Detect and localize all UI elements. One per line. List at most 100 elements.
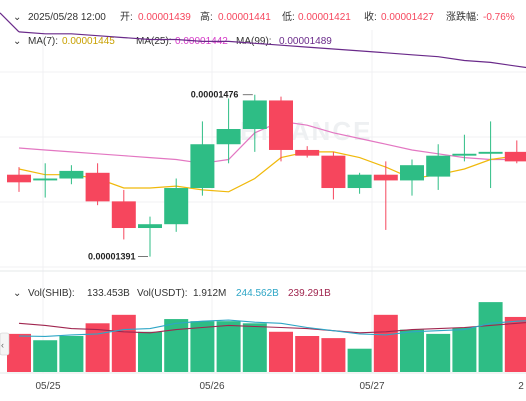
volume-bar-7 — [190, 321, 215, 372]
change-value: -0.76% — [483, 12, 515, 23]
volume-bar-15 — [400, 329, 424, 372]
vol-shib-value: 133.453B — [87, 288, 130, 299]
ohlc-header: ⌄ 2025/05/28 12:00 开: 0.00001439 高: 0.00… — [13, 10, 515, 23]
candle-13 — [347, 172, 372, 194]
candle-17 — [452, 134, 477, 162]
candle-body-4 — [111, 201, 136, 229]
candle-9 — [242, 94, 267, 152]
change-label: 涨跌幅: — [446, 10, 479, 23]
candle-3 — [85, 163, 110, 206]
candle-body-10 — [269, 100, 293, 150]
candle-body-17 — [452, 153, 477, 156]
vol-ma5-line — [18, 319, 526, 337]
ma99-line-lead — [0, 12, 20, 33]
candle-body-9 — [242, 100, 267, 130]
volume-bar-9 — [242, 323, 267, 372]
volume-bars — [7, 302, 526, 372]
candle-body-6 — [164, 188, 189, 225]
chevron-left-icon: ‹ — [1, 340, 4, 350]
volume-bar-12 — [321, 338, 346, 372]
candle-18 — [478, 121, 503, 189]
vol-usdt-label: Vol(USDT): — [137, 288, 188, 299]
candle-15 — [400, 159, 424, 196]
ma99-line — [18, 31, 526, 69]
volume-bar-11 — [295, 336, 320, 372]
candle-16 — [426, 144, 451, 190]
vol-chevron-icon[interactable]: ⌄ — [13, 288, 21, 299]
close-label: 收: — [364, 10, 377, 23]
candle-6 — [164, 178, 189, 232]
close-value: 0.00001427 — [381, 12, 434, 23]
low-annotation-label: 0.00001391 — [88, 252, 136, 262]
volume-bar-19 — [504, 316, 526, 372]
open-label: 开: — [120, 12, 133, 23]
volume-bar-14 — [373, 314, 398, 372]
candle-1 — [33, 163, 58, 198]
candle-body-7 — [190, 144, 215, 189]
high-annotation-label: 0.00001476 — [191, 90, 239, 100]
high-label: 高: — [200, 10, 213, 23]
chevron-down-icon[interactable]: ⌄ — [13, 12, 21, 23]
candle-8 — [216, 98, 241, 164]
time-axis-label-2: 05/27 — [359, 381, 384, 392]
grid-lines — [0, 30, 526, 373]
candle-11 — [295, 146, 320, 158]
volume-bar-10 — [269, 331, 293, 372]
candle-body-2 — [59, 170, 84, 179]
candle-body-12 — [321, 155, 346, 189]
candle-body-0 — [7, 174, 31, 183]
ma99-value: 0.00001489 — [279, 36, 332, 47]
volume-bar-18 — [478, 302, 503, 372]
volume-bar-0 — [7, 333, 31, 372]
vol-ma10-value: 239.291B — [288, 288, 331, 299]
vol-ma10-line — [18, 322, 526, 334]
candles — [7, 94, 526, 257]
candle-4 — [111, 189, 136, 240]
volume-bar-2 — [59, 336, 84, 372]
vol-usdt-value: 1.912M — [193, 288, 226, 299]
open-value: 0.00001439 — [138, 12, 191, 23]
candle-body-18 — [478, 151, 503, 154]
candle-2 — [59, 165, 84, 185]
ma99-label: MA(99): — [236, 36, 272, 47]
volume-bar-16 — [426, 333, 451, 372]
volume-header: ⌄ Vol(SHIB): 133.453B Vol(USDT): 1.912M … — [13, 288, 331, 299]
candle-19 — [504, 140, 526, 164]
candle-body-8 — [216, 129, 241, 145]
time-axis-label-3: 2 — [518, 381, 524, 392]
low-label: 低: — [282, 10, 295, 23]
candle-body-19 — [504, 151, 526, 162]
volume-bar-6 — [164, 319, 189, 372]
volume-bar-5 — [138, 331, 162, 372]
volume-bar-17 — [452, 327, 477, 372]
candle-body-15 — [400, 165, 424, 181]
collapse-toggle[interactable]: ‹ — [0, 332, 10, 356]
candle-10 — [269, 96, 293, 162]
volume-ma-lines — [18, 319, 526, 337]
ma7-value: 0.00001445 — [62, 36, 115, 47]
volume-bar-4 — [111, 314, 136, 372]
candle-body-5 — [138, 224, 162, 229]
candle-5 — [138, 216, 162, 257]
candle-body-13 — [347, 174, 372, 189]
candle-body-14 — [373, 174, 398, 181]
high-annotation: 0.00001476 — [191, 90, 253, 100]
candle-body-16 — [426, 155, 451, 177]
volume-bar-8 — [216, 321, 241, 372]
candle-0 — [7, 167, 31, 192]
vol-shib-label: Vol(SHIB): — [28, 288, 75, 299]
ma-chevron-icon[interactable]: ⌄ — [13, 36, 21, 47]
volume-bar-1 — [33, 340, 58, 372]
ma25-label: MA(25): — [136, 36, 172, 47]
volume-bar-3 — [85, 323, 110, 372]
time-axis-label-1: 05/26 — [199, 381, 224, 392]
candle-7 — [190, 121, 215, 196]
header-datetime: 2025/05/28 12:00 — [28, 12, 106, 23]
vol-ma5-value: 244.562B — [236, 288, 279, 299]
low-annotation: 0.00001391 — [88, 252, 148, 262]
candle-body-3 — [85, 172, 110, 202]
candle-body-11 — [295, 149, 320, 156]
candle-12 — [321, 151, 346, 200]
high-value: 0.00001441 — [218, 12, 271, 23]
